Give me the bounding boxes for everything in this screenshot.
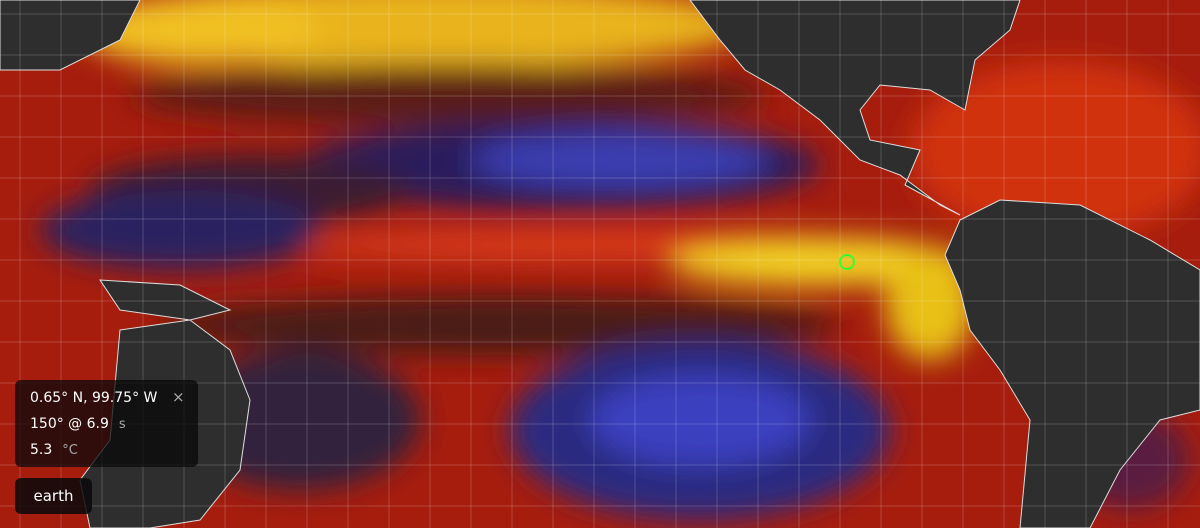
close-button[interactable]: × [172, 388, 185, 406]
coordinates-text: 0.65° N, 99.75° W [30, 390, 158, 406]
reading-value: 5.3 [30, 442, 53, 458]
reading-unit[interactable]: °C [62, 443, 78, 458]
temp-reading: 5.3 °C [30, 440, 78, 460]
info-panel: 0.65° N, 99.75° W × 150° @ 6.9 s 5.3 °C [15, 380, 198, 467]
location-marker [839, 254, 855, 270]
reading-unit[interactable]: s [118, 417, 126, 432]
wave-reading: 150° @ 6.9 s [30, 414, 126, 434]
coordinates: 0.65° N, 99.75° W [30, 388, 157, 408]
menu-button[interactable]: earth [15, 478, 92, 514]
temperature-field [40, 0, 1200, 520]
reading-value: 150° @ 6.9 [30, 416, 109, 432]
